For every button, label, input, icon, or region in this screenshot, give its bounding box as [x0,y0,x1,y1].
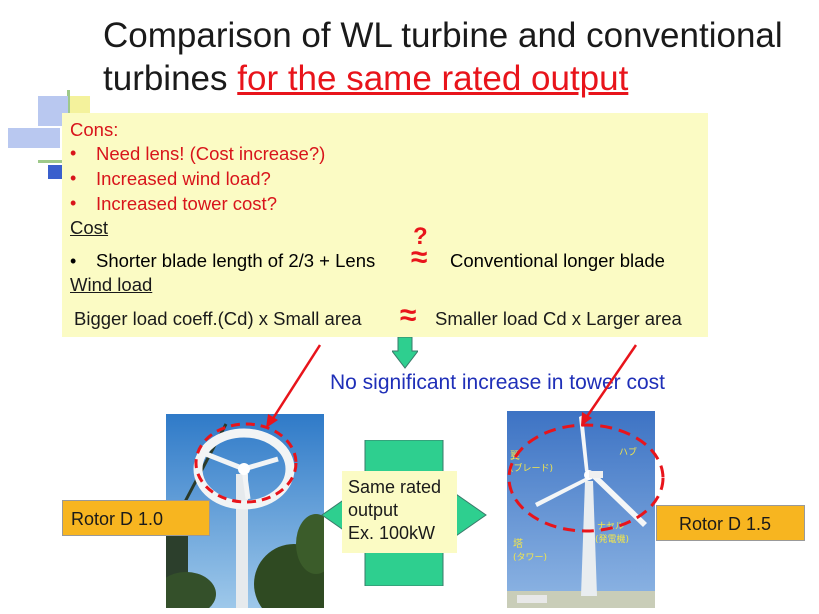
title-line-1: Comparison of WL turbine and conventiona… [103,16,783,55]
rotor-right-label: Rotor D 1.5 [656,505,805,541]
conventional-turbine-photo: 翼 (ブレード) ハブ ナセル (発電機) 塔 (タワー) [507,411,655,608]
bullet-icon: • [70,193,77,213]
rated-output-box: Same rated output Ex. 100kW [342,471,457,553]
label-blade: 翼 [510,450,520,462]
cons-item: Need lens! (Cost increase?) [96,143,326,164]
cons-item: Increased tower cost? [96,193,277,214]
decorative-green-dash [38,160,62,163]
label-tower-sub: (タワー) [513,552,547,563]
decorative-blue-square [48,165,62,179]
cons-heading: Cons: [70,119,119,140]
cost-left-text: Shorter blade length of 2/3 + Lens [96,250,376,271]
cost-bullet: • [70,251,77,271]
wind-load-heading: Wind load [70,274,153,295]
red-arrow-left [270,344,322,421]
label-nacelle-sub: (発電機) [595,533,629,545]
cons-note-box: Cons: • Need lens! (Cost increase?) • In… [62,113,708,337]
label-tower: 塔 [513,537,523,550]
label-blade-sub: (ブレード) [510,462,553,474]
question-mark-icon: ? [413,223,428,250]
label-nacelle: ナセル [597,521,624,532]
cost-heading: Cost [70,217,109,238]
bullet-icon: • [70,168,77,188]
rated-line: Ex. 100kW [348,523,436,543]
title-highlight: for the same rated output [237,59,629,98]
rated-line: output [348,500,399,520]
title-line-2-prefix: turbines [103,59,238,98]
decorative-light-bar [8,128,60,148]
rated-line: Same rated [348,477,442,497]
wind-load-left-text: Bigger load coeff.(Cd) x Small area [74,308,362,329]
down-arrow-icon [392,337,418,369]
label-hub: ハブ [619,446,637,458]
approx-symbol-icon: ≈ [400,299,417,332]
title-line-2: turbines for the same rated output [103,57,803,100]
cost-right-text: Conventional longer blade [450,250,665,271]
conclusion-text: No significant increase in tower cost [330,371,665,394]
approx-symbol-icon: ≈ [411,241,428,274]
wind-load-right-text: Smaller load Cd x Larger area [435,308,682,329]
slide-title: Comparison of WL turbine and conventiona… [103,14,803,100]
bullet-icon: • [70,143,77,163]
cons-item: Increased wind load? [96,168,271,189]
rotor-left-label: Rotor D 1.0 [62,500,210,536]
